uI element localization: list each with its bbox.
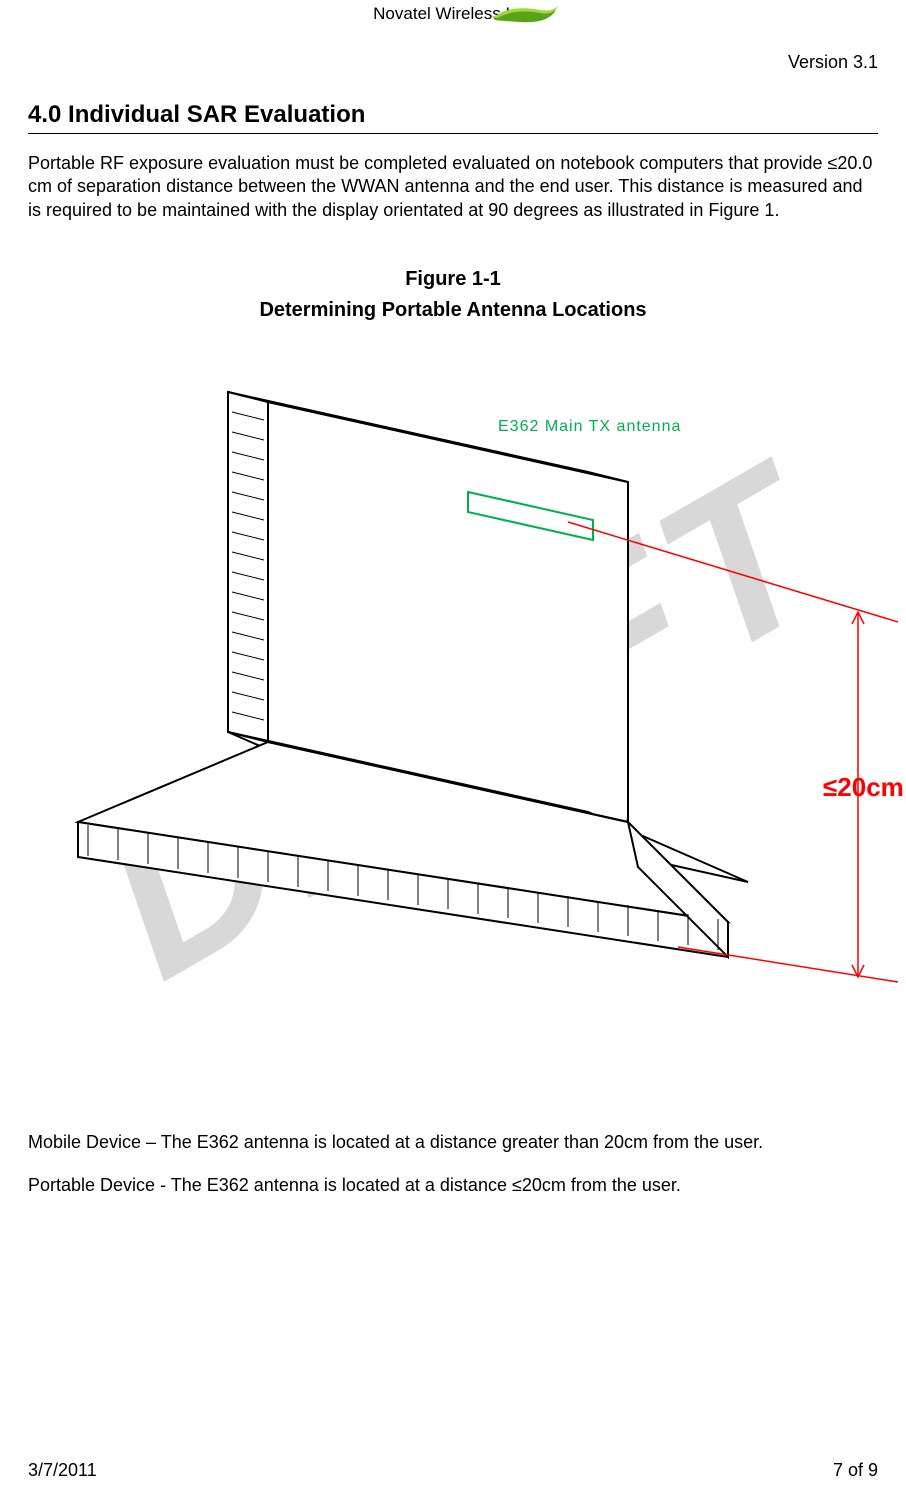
note-mobile: Mobile Device – The E362 antenna is loca… bbox=[28, 1132, 878, 1153]
paragraph-intro: Portable RF exposure evaluation must be … bbox=[28, 152, 878, 222]
footer-date: 3/7/2011 bbox=[28, 1460, 97, 1481]
antenna-label: E362 Main TX antenna bbox=[498, 418, 681, 436]
version-label: Version 3.1 bbox=[28, 24, 878, 73]
logo-swoosh-icon bbox=[490, 2, 560, 31]
footer: 3/7/2011 7 of 9 bbox=[28, 1460, 878, 1481]
laptop-diagram-svg bbox=[28, 362, 898, 1082]
section-title: 4.0 Individual SAR Evaluation bbox=[28, 101, 878, 134]
distance-label: ≤20cm bbox=[823, 772, 904, 803]
figure-title: Figure 1-1 bbox=[28, 268, 878, 291]
note-portable: Portable Device - The E362 antenna is lo… bbox=[28, 1175, 878, 1196]
figure-subtitle: Determining Portable Antenna Locations bbox=[28, 299, 878, 322]
figure-diagram-container: DRAFT bbox=[28, 362, 898, 1082]
header-company: Novatel Wireless Inc. bbox=[28, 0, 878, 24]
footer-page: 7 of 9 bbox=[833, 1460, 878, 1481]
